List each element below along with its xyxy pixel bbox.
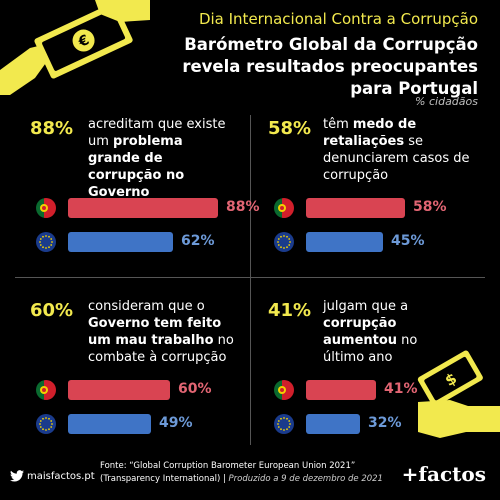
eu-flag-icon (36, 414, 56, 434)
eu-flag-icon (36, 232, 56, 252)
headline-percent: 60% (30, 300, 74, 321)
panel-description: julgam que a corrupção aumentou no últim… (323, 298, 423, 366)
eu-bar (68, 232, 173, 252)
description-emphasis: Governo tem feito um mau trabalho (88, 316, 222, 348)
eu-bar (306, 232, 383, 252)
description-emphasis: medo de retaliações (323, 117, 417, 149)
eu-flag-icon (274, 414, 294, 434)
portugal-value-label: 88% (226, 199, 260, 215)
eu-value-label: 62% (181, 233, 215, 249)
description-text: julgam que a (323, 299, 409, 314)
headline-percent: 88% (30, 118, 74, 139)
description-text: acreditam que existe um (88, 117, 226, 149)
page-title: Barómetro Global da Corrupção revela res… (182, 35, 478, 98)
eu-bar (306, 414, 360, 434)
panel-description: consideram que o Governo tem feito um ma… (88, 298, 238, 366)
panel-description: acreditam que existe um problema grande … (88, 116, 238, 201)
portugal-value-label: 41% (384, 381, 418, 397)
headline-percent: 41% (268, 300, 312, 321)
description-text: no combate à corrupção (88, 333, 234, 365)
portugal-value-label: 60% (178, 381, 212, 397)
hand-euro-note-icon: € (0, 0, 150, 95)
description-text: consideram que o (88, 299, 205, 314)
divider-vertical (250, 115, 251, 445)
headline-percent: 58% (268, 118, 312, 139)
hand-money-icon: $ (417, 350, 500, 438)
source-line-2: (Transparency International) | Produzido… (100, 474, 383, 484)
source-line-1: Fonte: “Global Corruption Barometer Euro… (100, 461, 356, 471)
kicker-title: Dia Internacional Contra a Corrupção (198, 10, 478, 28)
portugal-bar (306, 198, 405, 218)
description-emphasis: problema grande de corrupção no Governo (88, 134, 185, 200)
portugal-flag-icon (274, 198, 294, 218)
eu-flag-icon (274, 232, 294, 252)
description-text: no último ano (323, 333, 418, 365)
eu-bar (68, 414, 151, 434)
unit-note: % cidadãos (415, 95, 478, 108)
brand-left-label: maisfactos.pt (27, 470, 95, 482)
portugal-flag-icon (36, 198, 56, 218)
portugal-value-label: 58% (413, 199, 447, 215)
panel-description: têm medo de retaliações se denunciarem c… (323, 116, 483, 184)
eu-value-label: 45% (391, 233, 425, 249)
brand-handle[interactable]: maisfactos.pt (10, 470, 95, 482)
description-emphasis: corrupção aumentou (323, 316, 398, 348)
portugal-bar (68, 380, 170, 400)
source-note: Fonte: “Global Corruption Barometer Euro… (100, 460, 400, 486)
eu-value-label: 49% (159, 415, 193, 431)
portugal-flag-icon (274, 380, 294, 400)
twitter-bird-icon (10, 470, 24, 482)
eu-value-label: 32% (368, 415, 402, 431)
brand-logo: +factos (401, 462, 486, 486)
description-text: se denunciarem casos de corrupção (323, 134, 470, 183)
portugal-bar (306, 380, 376, 400)
portugal-flag-icon (36, 380, 56, 400)
description-text: têm (323, 117, 353, 132)
portugal-bar (68, 198, 218, 218)
